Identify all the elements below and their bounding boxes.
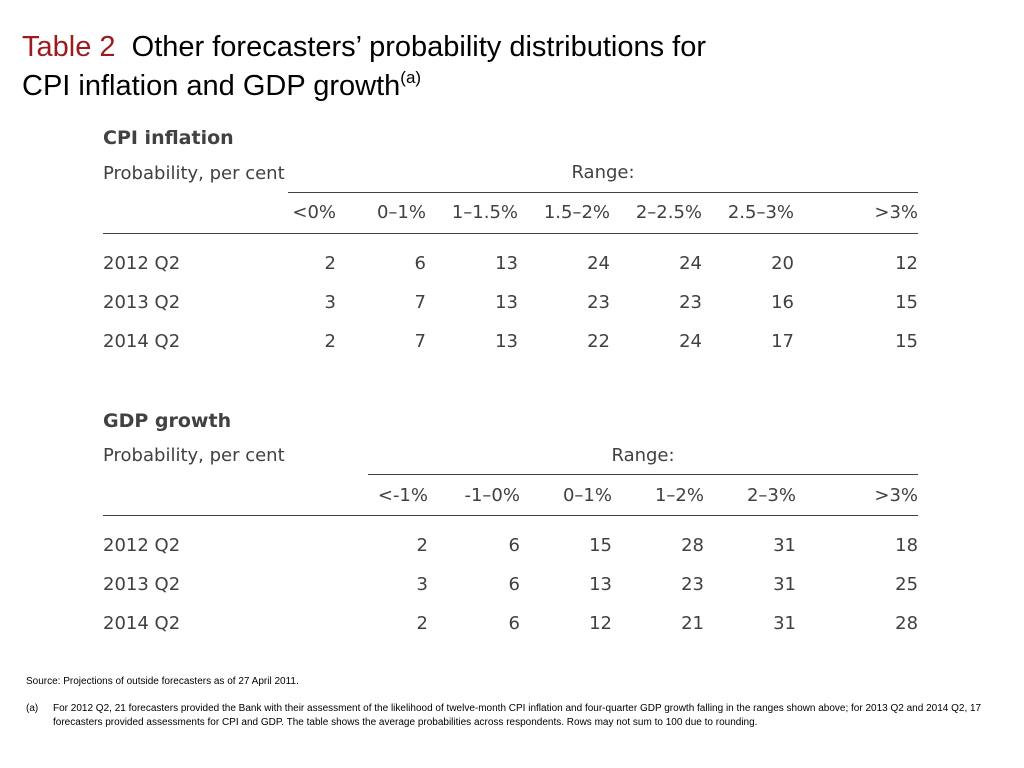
table-cell: 15 — [895, 291, 919, 313]
title-line-1: Other forecasters’ probability distribut… — [131, 31, 706, 63]
table-cell: 31 — [773, 574, 796, 595]
footnote-text: For 2012 Q2, 21 forecasters provided the… — [53, 703, 982, 728]
table-cell: 2 — [324, 252, 336, 274]
table-cell: 22 — [587, 330, 610, 352]
table-row: 2013 Q2 3 6 13 23 31 25 — [103, 565, 918, 604]
gdp-table: Probability, per cent Range: <-1% -1–0% … — [103, 436, 919, 644]
column-header: -1–0% — [428, 474, 520, 516]
row-label: 2014 Q2 — [103, 330, 181, 352]
table-cell: 3 — [324, 291, 336, 313]
gdp-column-headers: <-1% -1–0% 0–1% 1–2% 2–3% >3% — [103, 474, 919, 516]
cpi-section-title: CPI inflation — [103, 127, 234, 149]
column-header: <-1% — [368, 474, 428, 516]
table-cell: 12 — [589, 613, 612, 634]
table-cell: 6 — [414, 252, 426, 274]
table-cell: 6 — [508, 535, 520, 556]
column-header: <0% — [288, 192, 336, 234]
table-row: 2014 Q2 2 7 13 22 24 17 15 — [103, 322, 918, 361]
table-row: 2012 Q2 2 6 13 24 24 20 12 — [103, 244, 918, 283]
column-header: 0–1% — [336, 192, 426, 234]
row-label: 2012 Q2 — [103, 252, 181, 274]
table-cell: 15 — [589, 535, 612, 556]
row-label: 2012 Q2 — [103, 535, 181, 556]
footnote-marker: (a) — [26, 703, 39, 714]
column-header: >3% — [796, 474, 919, 516]
column-header: >3% — [794, 192, 919, 234]
table-cell: 6 — [508, 613, 520, 634]
cpi-range-label: Range: — [288, 154, 919, 193]
table-cell: 31 — [773, 535, 796, 556]
table-cell: 13 — [495, 330, 518, 352]
column-header: 1–1.5% — [426, 192, 518, 234]
gdp-range-label: Range: — [368, 436, 919, 475]
column-header: 2–2.5% — [610, 192, 702, 234]
table-cell: 21 — [681, 613, 704, 634]
cpi-column-headers: <0% 0–1% 1–1.5% 1.5–2% 2–2.5% 2.5–3% >3% — [103, 192, 919, 234]
table-cell: 13 — [589, 574, 612, 595]
column-header: 0–1% — [520, 474, 612, 516]
table-row: 2014 Q2 2 6 12 21 31 28 — [103, 604, 918, 643]
table-cell: 23 — [679, 291, 702, 313]
table-cell: 31 — [773, 613, 796, 634]
table-cell: 2 — [416, 535, 428, 556]
footnote: (a) For 2012 Q2, 21 forecasters provided… — [26, 702, 991, 730]
table-cell: 28 — [681, 535, 704, 556]
table-cell: 16 — [771, 291, 794, 313]
column-header: 1–2% — [612, 474, 704, 516]
gdp-section-title: GDP growth — [103, 409, 232, 432]
table-cell: 2 — [416, 613, 428, 634]
row-label: 2013 Q2 — [103, 291, 181, 313]
table-cell: 7 — [414, 330, 426, 352]
table-cell: 15 — [895, 330, 919, 352]
table-cell: 18 — [895, 535, 919, 556]
row-label: 2013 Q2 — [103, 574, 181, 595]
table-row: 2013 Q2 3 7 13 23 23 16 15 — [103, 283, 918, 322]
table-cell: 24 — [679, 330, 702, 352]
table-number: Table 2 — [22, 31, 116, 63]
title-note-marker: (a) — [400, 68, 422, 87]
column-header: 1.5–2% — [518, 192, 610, 234]
table-cell: 2 — [324, 330, 336, 352]
table-cell: 17 — [771, 330, 794, 352]
column-header: 2–3% — [704, 474, 796, 516]
table-cell: 23 — [587, 291, 610, 313]
table-cell: 24 — [587, 252, 610, 274]
table-cell: 13 — [495, 291, 518, 313]
cpi-table: Probability, per cent Range: <0% 0–1% 1–… — [103, 154, 919, 361]
cpi-probability-label: Probability, per cent — [103, 162, 285, 184]
table-cell: 13 — [495, 252, 518, 274]
table-cell: 7 — [414, 291, 426, 313]
gdp-probability-label: Probability, per cent — [103, 445, 285, 466]
probability-tables: CPI inflation Probability, per cent Rang… — [103, 122, 919, 644]
slide-title: Table 2 Other forecasters’ probability d… — [22, 28, 1002, 106]
table-cell: 25 — [895, 574, 919, 595]
table-cell: 20 — [771, 252, 794, 274]
column-header: 2.5–3% — [702, 192, 794, 234]
table-cell: 12 — [895, 252, 919, 274]
table-row: 2012 Q2 2 6 15 28 31 18 — [103, 526, 918, 565]
table-cell: 28 — [895, 613, 919, 634]
table-cell: 23 — [681, 574, 704, 595]
source-note: Source: Projections of outside forecaste… — [26, 676, 299, 687]
title-line-2: CPI inflation and GDP growth — [22, 70, 401, 102]
row-label: 2014 Q2 — [103, 613, 181, 634]
table-cell: 24 — [679, 252, 702, 274]
table-cell: 6 — [508, 574, 520, 595]
table-cell: 3 — [416, 574, 428, 595]
